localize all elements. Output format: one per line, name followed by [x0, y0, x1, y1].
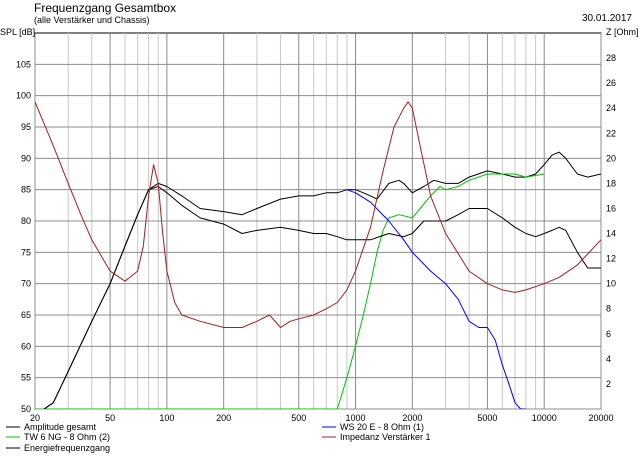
chart-date: 30.01.2017 [581, 13, 632, 24]
tick-labels: 20 50 100 200 500 1000 2000 5000 10000 2000050556… [16, 53, 616, 423]
y2-tick-label: 20 [606, 153, 616, 163]
legend-amplitude-gesamt: Amplitude gesamt [6, 422, 97, 432]
y2-tick-label: 8 [606, 304, 611, 314]
ws20e-line [346, 189, 526, 409]
impedanz-line [35, 101, 601, 328]
y-tick-label: 75 [21, 247, 31, 257]
chart-title: Frequenzgang Gesamtbox [34, 1, 177, 15]
y-tick-label: 80 [21, 216, 31, 226]
y2-tick-label: 16 [606, 203, 616, 213]
x-tick-label: 500 [291, 413, 306, 423]
y2-tick-label: 28 [606, 53, 616, 63]
y-tick-label: 85 [21, 185, 31, 195]
major-grid [34, 33, 602, 410]
legend-ws20e: WS 20 E - 8 Ohm (1) [322, 422, 424, 432]
y2-axis-label: Z [Ohm] [606, 27, 639, 37]
y-tick-label: 65 [21, 310, 31, 320]
series-layer [35, 101, 601, 409]
legend-impedanz: Impedanz Verstärker 1 [322, 432, 431, 442]
y2-tick-label: 4 [606, 354, 611, 364]
legend-label: Energiefrequenzgang [24, 443, 110, 453]
x-tick-label: 5000 [477, 413, 497, 423]
y2-tick-label: 14 [606, 229, 616, 239]
y-axis-label: SPL [dB] [0, 27, 36, 37]
y-tick-label: 90 [21, 153, 31, 163]
y2-tick-label: 2 [606, 379, 611, 389]
y2-tick-label: 22 [606, 128, 616, 138]
y-tick-label: 95 [21, 122, 31, 132]
legend-label: WS 20 E - 8 Ohm (1) [340, 422, 424, 432]
x-tick-label: 200 [216, 413, 231, 423]
x-tick-label: 20000 [588, 413, 613, 423]
y-tick-label: 105 [16, 59, 31, 69]
amplitude-gesamt-line [43, 151, 601, 409]
x-tick-label: 10000 [532, 413, 557, 423]
chart-subtitle: (alle Verstärker und Chassis) [34, 15, 150, 25]
x-tick-label: 100 [159, 413, 174, 423]
legend-label: TW 6 NG - 8 Ohm (2) [24, 432, 110, 442]
y-tick-label: 70 [21, 279, 31, 289]
y2-tick-label: 24 [606, 103, 616, 113]
tw6ng-line [35, 173, 545, 409]
x-tick-label: 1000 [346, 413, 366, 423]
x-tick-label: 50 [105, 413, 115, 423]
y2-tick-label: 18 [606, 178, 616, 188]
y2-tick-label: 12 [606, 254, 616, 264]
y2-tick-label: 6 [606, 329, 611, 339]
legend-label: Amplitude gesamt [24, 422, 97, 432]
x-tick-label: 20 [30, 413, 40, 423]
legend-label: Impedanz Verstärker 1 [340, 432, 431, 442]
y2-tick-label: 10 [606, 279, 616, 289]
y-tick-label: 100 [16, 91, 31, 101]
x-tick-label: 2000 [402, 413, 422, 423]
y-tick-label: 50 [21, 404, 31, 414]
legend-tw6ng: TW 6 NG - 8 Ohm (2) [6, 432, 110, 442]
energiefrequenzgang-line [43, 186, 601, 409]
y2-tick-label: 26 [606, 78, 616, 88]
y-tick-label: 55 [21, 373, 31, 383]
y-tick-label: 60 [21, 341, 31, 351]
legend-energiefrequenzgang: Energiefrequenzgang [6, 443, 110, 453]
